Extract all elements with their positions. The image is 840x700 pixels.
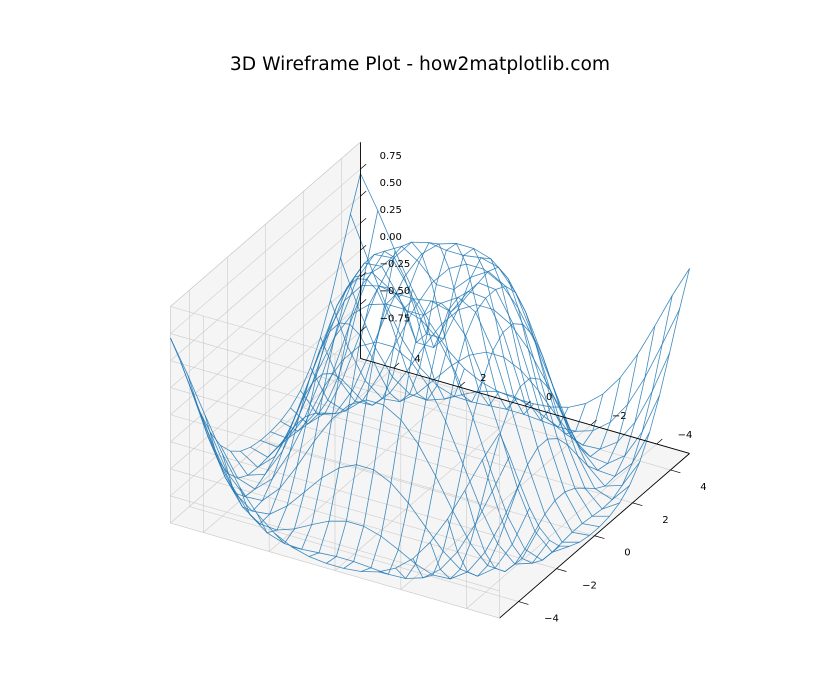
tick-label: 4	[414, 354, 420, 365]
tick-label: −2	[612, 411, 627, 422]
tick-label: 0.75	[380, 151, 402, 162]
figure: 3D Wireframe Plot - how2matplotlib.com −…	[0, 0, 840, 700]
tick-label: 0	[624, 548, 630, 559]
tick-label: 0.25	[380, 205, 402, 216]
tick-label: 0.50	[380, 178, 402, 189]
tick-label: −0.75	[380, 313, 411, 324]
wireframe-plot: −4 −2 0 2 4 −4 −2 0 2 4 −0.75 −0.50 −0.25 0.00 0.25 0.5…	[0, 0, 840, 700]
tick-label: −0.25	[380, 259, 411, 270]
tick-label: −2	[582, 581, 597, 592]
tick-label: −4	[544, 613, 559, 624]
tick-label: 2	[662, 515, 668, 526]
tick-label: −0.50	[380, 286, 411, 297]
tick-label: −4	[678, 430, 693, 441]
tick-label: 2	[480, 373, 486, 384]
tick-label: 0	[546, 392, 552, 403]
tick-label: 0.00	[380, 232, 402, 243]
tick-label: 4	[700, 482, 706, 493]
